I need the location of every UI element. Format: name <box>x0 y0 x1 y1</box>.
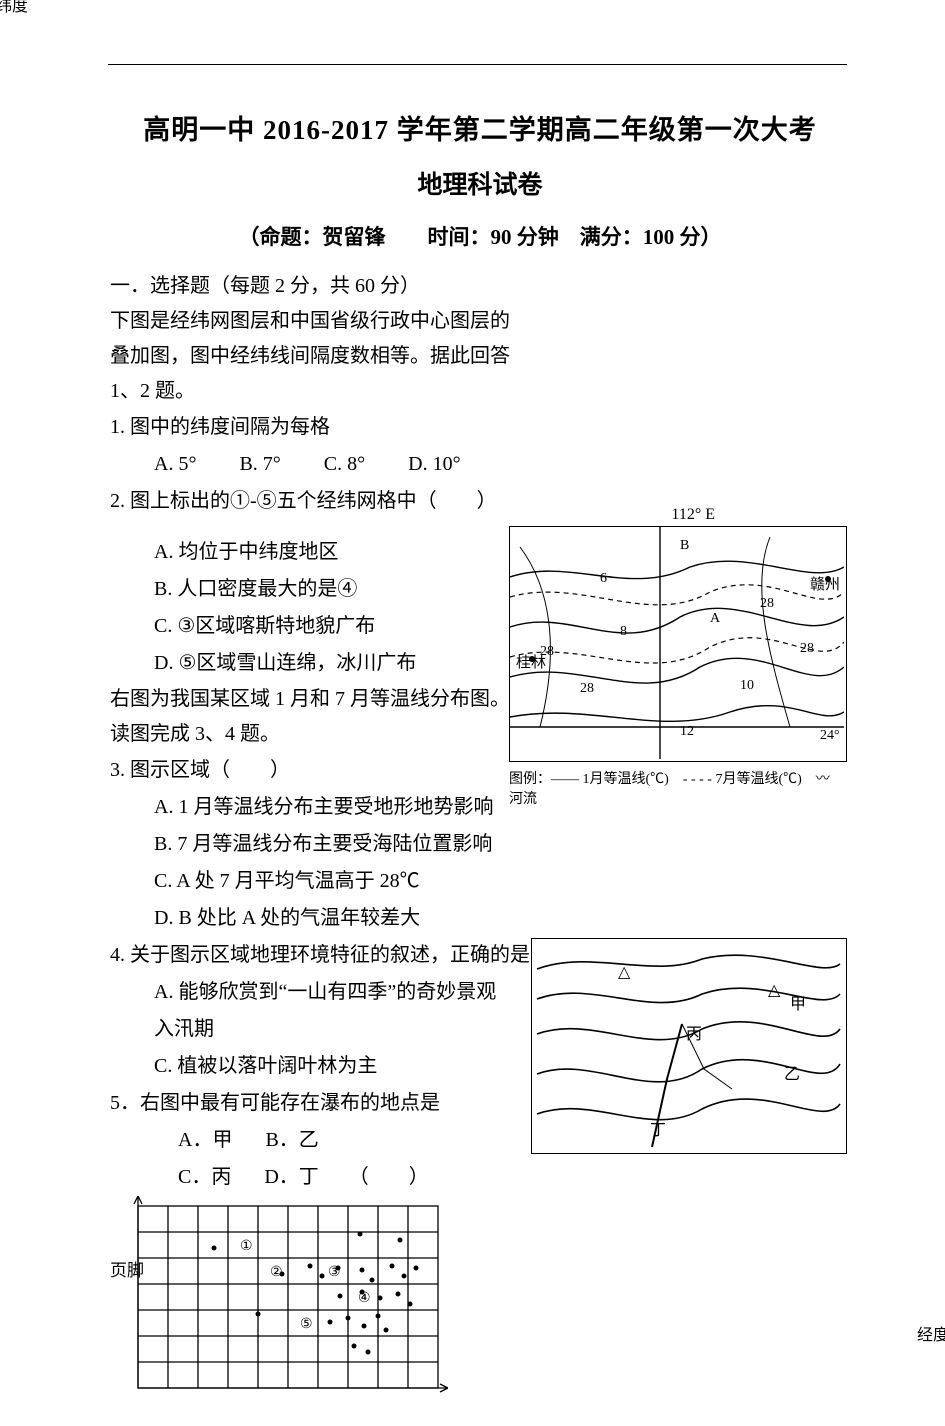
fig1-label-2: ② <box>270 1265 283 1280</box>
question-1-options: A. 5° B. 7° C. 8° D. 10° <box>110 446 510 483</box>
q1-option-c: C. 8° <box>324 446 365 483</box>
svg-text:B: B <box>680 538 689 553</box>
fig2-svg: B A 28 6 8 10 12 28 28 28 24° 桂林 赣州 <box>510 527 844 759</box>
q4-option-a: A. 能够欣赏到“一山有四季”的奇妙景观 <box>154 974 534 1011</box>
fig1-label-3: ③ <box>328 1265 341 1280</box>
intro-1-line2: 叠加图，图中经纬线间隔度数相等。据此回答 <box>110 339 510 374</box>
figure-grid: 纬度 <box>110 1196 448 1426</box>
page-subtitle: 地理科试卷 <box>110 165 850 201</box>
svg-text:6: 6 <box>600 571 607 586</box>
q3-option-b: B. 7 月等温线分布主要受海陆位置影响 <box>110 826 850 863</box>
page-title: 高明一中 2016-2017 学年第二学期高二年级第一次大考 <box>110 108 850 147</box>
q5-option-b: B．乙 <box>265 1122 318 1159</box>
svg-text:△: △ <box>768 982 781 999</box>
fig3-label-yi: 乙 <box>784 1066 800 1083</box>
q3-option-d: D. B 处比 A 处的气温年较差大 <box>110 900 850 937</box>
svg-text:12: 12 <box>680 724 694 739</box>
q3-option-c: C. A 处 7 月平均气温高于 28℃ <box>110 863 850 900</box>
fig2-right-city: 赣州 <box>810 576 840 593</box>
fig1-xlabel: 经度 <box>917 1321 945 1345</box>
fig1-ylabel: 纬度 <box>0 0 28 16</box>
intro-1-line3: 1、2 题。 <box>110 374 510 409</box>
question-5-options-row2: C．丙 D．丁 （ ） <box>110 1159 850 1196</box>
fig1-svg: ① ② ③ ④ ⑤ <box>110 1196 448 1406</box>
figure-contour: △ △ 甲 乙 丙 丁 <box>531 938 847 1154</box>
fig3-label-bing: 丙 <box>686 1026 702 1043</box>
exam-meta: （命题：贺留锋 时间：90 分钟 满分：100 分） <box>110 221 850 251</box>
svg-text:24°: 24° <box>820 728 840 743</box>
section-1-heading: 一．选择题（每题 2 分，共 60 分） <box>110 269 850 298</box>
q5-option-a: A．甲 <box>178 1122 232 1159</box>
q4-option-c: C. 植被以落叶阔叶林为主 <box>154 1048 534 1085</box>
svg-text:A: A <box>710 611 721 626</box>
q1-option-d: D. 10° <box>408 446 460 483</box>
q1-option-a: A. 5° <box>154 446 196 483</box>
fig3-label-jia: 甲 <box>790 996 806 1013</box>
svg-text:10: 10 <box>740 678 754 693</box>
svg-text:28: 28 <box>760 596 774 611</box>
intro-1-line1: 下图是经纬网图层和中国省级行政中心图层的 <box>110 304 510 339</box>
top-rule <box>108 64 847 65</box>
svg-text:28: 28 <box>580 681 594 696</box>
fig1-label-5: ⑤ <box>300 1317 313 1332</box>
question-1: 1. 图中的纬度间隔为每格 <box>110 409 510 446</box>
page-footer: 页脚 <box>110 1256 144 1281</box>
fig1-label-4: ④ <box>358 1291 371 1306</box>
fig2-legend: 图例：—— 1月等温线(℃) - - - - 7月等温线(℃) 〰 河流 <box>509 768 847 808</box>
q5-option-c: C．丙 <box>178 1159 231 1196</box>
fig2-top-label: 112° E <box>671 506 715 524</box>
svg-text:28: 28 <box>800 641 814 656</box>
svg-text:8: 8 <box>620 624 627 639</box>
svg-text:△: △ <box>618 964 631 981</box>
q5-option-d: D．丁 （ ） <box>264 1159 428 1196</box>
fig1-label-1: ① <box>240 1239 253 1254</box>
fig3-svg: △ △ 甲 乙 丙 丁 <box>532 939 844 1151</box>
question-2: 2. 图上标出的①-⑤五个经纬网格中（ ） <box>110 483 510 520</box>
fig3-label-ding: 丁 <box>650 1122 666 1139</box>
q1-option-b: B. 7° <box>239 446 280 483</box>
figure-map: B A 28 6 8 10 12 28 28 28 24° 桂林 赣州 <box>509 526 847 762</box>
